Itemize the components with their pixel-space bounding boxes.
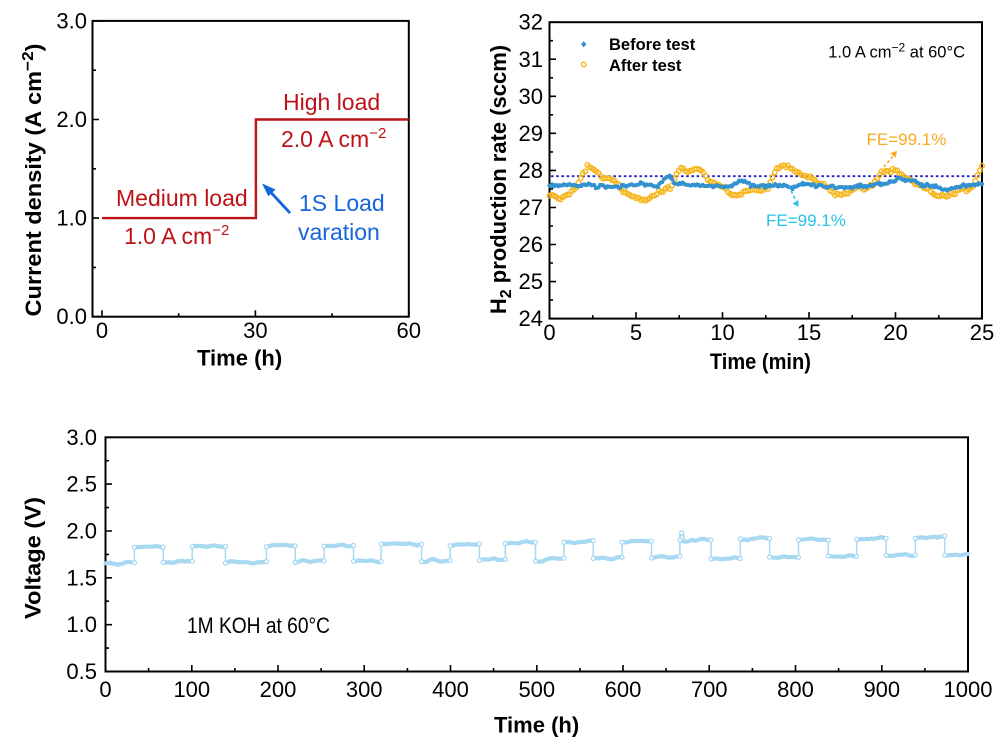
- svg-text:2.0: 2.0: [56, 107, 87, 132]
- svg-text:900: 900: [863, 677, 900, 702]
- svg-text:1.5: 1.5: [66, 565, 97, 590]
- svg-text:0: 0: [543, 320, 555, 345]
- svg-text:1.0: 1.0: [66, 612, 97, 637]
- svg-text:Medium load: Medium load: [116, 185, 248, 211]
- svg-text:30: 30: [519, 84, 543, 109]
- svg-text:15: 15: [797, 320, 821, 345]
- svg-text:2.0: 2.0: [66, 519, 97, 544]
- svg-text:0.5: 0.5: [66, 659, 97, 684]
- svg-text:600: 600: [605, 677, 642, 702]
- svg-text:200: 200: [260, 677, 297, 702]
- svg-text:26: 26: [519, 232, 543, 257]
- svg-text:2.0 A cm−2: 2.0 A cm−2: [281, 125, 386, 152]
- svg-text:0: 0: [99, 677, 111, 702]
- svg-text:5: 5: [630, 320, 642, 345]
- svg-text:Current density (A cm−2): Current density (A cm−2): [20, 43, 46, 316]
- svg-text:3.0: 3.0: [66, 425, 97, 450]
- svg-text:1000: 1000: [944, 677, 993, 702]
- svg-text:20: 20: [883, 320, 907, 345]
- svg-text:25: 25: [519, 269, 543, 294]
- svg-text:24: 24: [519, 306, 543, 331]
- svg-text:Time (h): Time (h): [494, 713, 579, 738]
- svg-text:Voltage (V): Voltage (V): [21, 497, 46, 619]
- svg-text:500: 500: [518, 677, 555, 702]
- svg-text:400: 400: [432, 677, 469, 702]
- svg-text:28: 28: [519, 158, 543, 183]
- svg-text:30: 30: [243, 318, 267, 343]
- svg-text:H2 production rate (sccm): H2 production rate (sccm): [486, 45, 515, 314]
- svg-text:FE=99.1%: FE=99.1%: [766, 211, 846, 230]
- svg-text:varation: varation: [298, 219, 380, 245]
- svg-text:1.0: 1.0: [56, 206, 87, 231]
- svg-text:FE=99.1%: FE=99.1%: [867, 130, 947, 149]
- svg-text:31: 31: [519, 47, 543, 72]
- svg-text:0.0: 0.0: [56, 304, 87, 329]
- svg-text:3.0: 3.0: [56, 8, 87, 33]
- svg-text:Before test: Before test: [609, 36, 696, 54]
- svg-text:60: 60: [397, 318, 421, 343]
- svg-text:1.0 A cm−2: 1.0 A cm−2: [124, 222, 229, 249]
- svg-text:29: 29: [519, 121, 543, 146]
- svg-text:Time (h): Time (h): [197, 346, 282, 371]
- svg-text:Time (min): Time (min): [710, 349, 811, 374]
- svg-text:800: 800: [777, 677, 814, 702]
- svg-text:2.5: 2.5: [66, 472, 97, 497]
- svg-text:25: 25: [970, 320, 994, 345]
- svg-text:High load: High load: [283, 89, 380, 115]
- svg-text:32: 32: [519, 10, 543, 35]
- svg-text:27: 27: [519, 195, 543, 220]
- svg-text:0: 0: [96, 318, 108, 343]
- svg-text:700: 700: [691, 677, 728, 702]
- svg-text:1S Load: 1S Load: [299, 190, 385, 216]
- svg-text:10: 10: [710, 320, 734, 345]
- svg-text:100: 100: [173, 677, 210, 702]
- svg-text:After test: After test: [609, 57, 682, 75]
- svg-text:1M KOH at 60°C: 1M KOH at 60°C: [187, 613, 330, 638]
- svg-text:300: 300: [346, 677, 383, 702]
- svg-text:1.0 A cm−2 at 60°C: 1.0 A cm−2 at 60°C: [828, 41, 965, 62]
